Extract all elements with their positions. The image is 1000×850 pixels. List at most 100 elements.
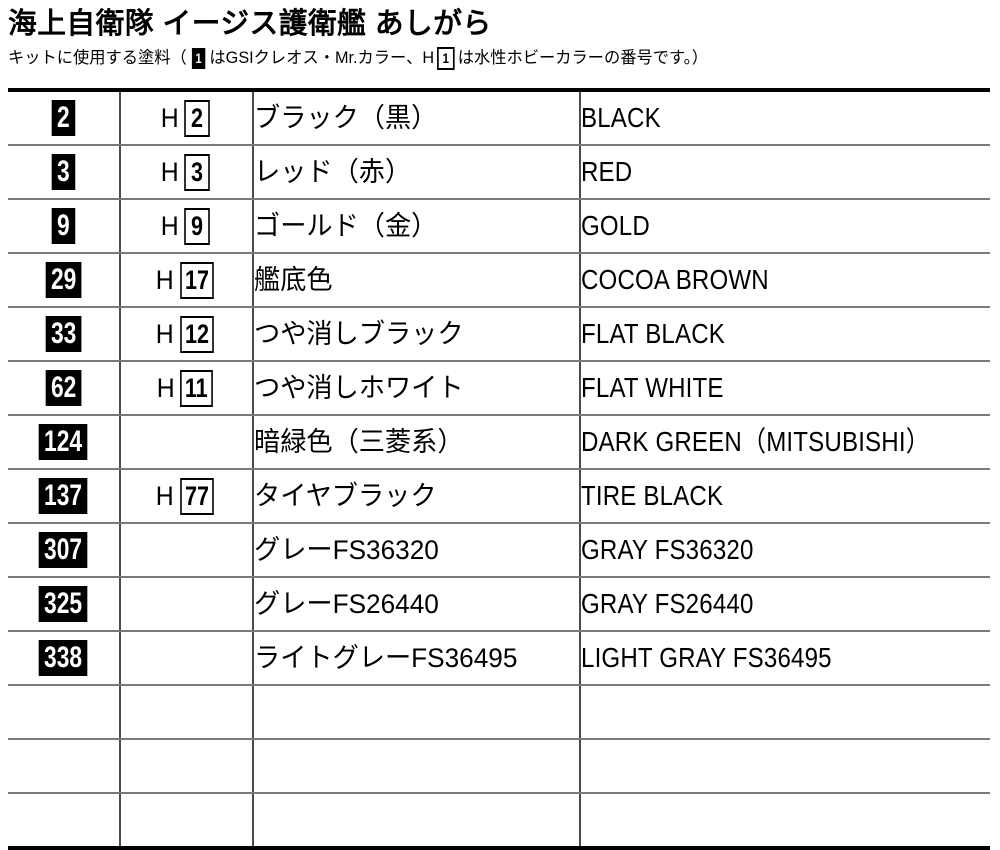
cell-color-name-ja: レッド（赤） bbox=[253, 145, 581, 200]
cell-mr-color-number: 325 bbox=[8, 577, 121, 632]
table-row: 338 ライトグレーFS36495 LIGHT GRAY FS36495 bbox=[8, 631, 990, 686]
color-name-ja: つや消しブラック bbox=[254, 318, 464, 349]
hobby-color-number: 77 bbox=[179, 477, 214, 515]
cell-mr-color-number: 137 bbox=[8, 469, 121, 524]
cell-color-name-ja bbox=[253, 685, 581, 740]
color-name-ja: ブラック（黒） bbox=[254, 102, 438, 133]
mr-color-badge: 9 bbox=[51, 208, 76, 244]
color-name-en: BLACK bbox=[581, 102, 661, 133]
paint-color-table: 2 H 2 ブラック（黒） BLACK 3 H 3 レッド（赤） RED 9 H 9 ゴールド（金） GOL… bbox=[8, 88, 990, 850]
legend-text-part2: はGSIクレオス・Mr.カラー、H bbox=[209, 48, 435, 67]
cell-mr-color-number: 29 bbox=[8, 253, 121, 308]
cell-color-name-ja: ライトグレーFS36495 bbox=[253, 631, 581, 686]
color-name-en: GRAY FS36320 bbox=[581, 534, 754, 565]
cell-color-name-en bbox=[580, 739, 990, 794]
mr-color-badge: 2 bbox=[51, 100, 76, 136]
cell-color-name-en bbox=[580, 685, 990, 740]
cell-hobby-color-number bbox=[120, 739, 254, 794]
cell-color-name-ja bbox=[253, 739, 581, 794]
hobby-color-number: 11 bbox=[180, 369, 213, 407]
hobby-color-prefix: H bbox=[161, 210, 179, 241]
cell-color-name-ja: ブラック（黒） bbox=[253, 90, 581, 146]
mr-color-badge: 338 bbox=[39, 640, 88, 676]
cell-color-name-en: BLACK bbox=[580, 90, 990, 146]
mr-color-badge: 33 bbox=[45, 316, 82, 352]
mr-color-badge: 29 bbox=[45, 262, 82, 298]
cell-color-name-ja: 暗緑色（三菱系） bbox=[253, 415, 581, 470]
cell-hobby-color-number bbox=[120, 577, 254, 632]
cell-hobby-color-number: H 11 bbox=[120, 361, 254, 416]
hobby-color-prefix: H bbox=[161, 102, 179, 133]
cell-mr-color-number: 338 bbox=[8, 631, 121, 686]
color-name-ja: ライトグレーFS36495 bbox=[254, 642, 518, 673]
color-name-en: GRAY FS26440 bbox=[581, 588, 754, 619]
mr-color-badge: 124 bbox=[39, 424, 88, 460]
color-name-en: COCOA BROWN bbox=[581, 264, 769, 295]
mr-color-badge: 137 bbox=[39, 478, 88, 514]
cell-mr-color-number: 124 bbox=[8, 415, 121, 470]
color-name-ja: 艦底色 bbox=[254, 264, 333, 295]
color-name-ja: タイヤブラック bbox=[254, 480, 437, 511]
cell-color-name-en: GOLD bbox=[580, 199, 990, 254]
hobby-color-prefix: H bbox=[155, 318, 174, 349]
cell-color-name-en: GRAY FS36320 bbox=[580, 523, 990, 578]
cell-hobby-color-number bbox=[120, 415, 254, 470]
cell-mr-color-number: 2 bbox=[8, 90, 121, 146]
hobby-color-prefix: H bbox=[161, 156, 179, 187]
cell-mr-color-number: 307 bbox=[8, 523, 121, 578]
color-name-ja: ゴールド（金） bbox=[254, 210, 438, 241]
mr-color-badge: 62 bbox=[45, 370, 82, 406]
paint-table-body: 2 H 2 ブラック（黒） BLACK 3 H 3 レッド（赤） RED 9 H 9 ゴールド（金） GOL… bbox=[8, 90, 990, 848]
color-name-en: GOLD bbox=[581, 210, 650, 241]
page-title: 海上自衛隊 イージス護衛艦 あしがら bbox=[8, 8, 492, 40]
paint-legend-note: キットに使用する塗料（ 1 はGSIクレオス・Mr.カラー、H 1 は水性ホビー… bbox=[8, 47, 985, 71]
cell-color-name-en: FLAT WHITE bbox=[580, 361, 990, 416]
cell-color-name-en: LIGHT GRAY FS36495 bbox=[580, 631, 990, 686]
table-row: 124 暗緑色（三菱系） DARK GREEN（MITSUBISHI） bbox=[8, 415, 990, 470]
cell-color-name-ja: グレーFS26440 bbox=[253, 577, 581, 632]
hobby-color-number: 9 bbox=[183, 207, 210, 245]
color-name-en: RED bbox=[581, 156, 633, 187]
color-name-ja: つや消しホワイト bbox=[254, 372, 464, 403]
hobby-color-number: 2 bbox=[183, 99, 210, 137]
mr-color-badge: 3 bbox=[51, 154, 76, 190]
mr-color-badge: 325 bbox=[39, 586, 88, 622]
cell-hobby-color-number: H 12 bbox=[120, 307, 254, 362]
cell-hobby-color-number: H 77 bbox=[120, 469, 254, 524]
color-name-ja: グレーFS36320 bbox=[254, 534, 439, 565]
cell-color-name-en: TIRE BLACK bbox=[580, 469, 990, 524]
mr-color-badge: 307 bbox=[39, 532, 88, 568]
cell-color-name-ja: ゴールド（金） bbox=[253, 199, 581, 254]
header: 海上自衛隊 イージス護衛艦 あしがら キットに使用する塗料（ 1 はGSIクレオ… bbox=[0, 0, 1000, 71]
color-name-en: FLAT WHITE bbox=[581, 372, 724, 403]
table-row: 307 グレーFS36320 GRAY FS36320 bbox=[8, 523, 990, 578]
cell-hobby-color-number bbox=[120, 793, 254, 848]
cell-color-name-ja: つや消しブラック bbox=[253, 307, 581, 362]
cell-color-name-en: GRAY FS26440 bbox=[580, 577, 990, 632]
hobby-color-number: 3 bbox=[183, 153, 210, 191]
cell-color-name-en: FLAT BLACK bbox=[580, 307, 990, 362]
table-row: 325 グレーFS26440 GRAY FS26440 bbox=[8, 577, 990, 632]
cell-hobby-color-number bbox=[120, 523, 254, 578]
cell-color-name-en: DARK GREEN（MITSUBISHI） bbox=[580, 415, 990, 470]
color-name-ja: グレーFS26440 bbox=[254, 588, 439, 619]
color-name-en: DARK GREEN（MITSUBISHI） bbox=[581, 426, 930, 457]
hobby-color-badge: H 12 bbox=[155, 315, 218, 353]
hobby-color-prefix: H bbox=[155, 480, 174, 511]
hobby-color-prefix: H bbox=[155, 264, 174, 295]
table-row: 137 H 77 タイヤブラック TIRE BLACK bbox=[8, 469, 990, 524]
cell-color-name-ja: 艦底色 bbox=[253, 253, 581, 308]
table-row bbox=[8, 793, 990, 848]
table-row: 9 H 9 ゴールド（金） GOLD bbox=[8, 199, 990, 254]
hobby-color-badge: H 17 bbox=[155, 261, 218, 299]
cell-mr-color-number: 33 bbox=[8, 307, 121, 362]
cell-mr-color-number bbox=[8, 793, 121, 848]
color-name-en: LIGHT GRAY FS36495 bbox=[581, 642, 832, 673]
color-name-ja: レッド（赤） bbox=[254, 156, 412, 187]
hobby-color-number: 12 bbox=[179, 315, 214, 353]
table-row: 29 H 17 艦底色 COCOA BROWN bbox=[8, 253, 990, 308]
